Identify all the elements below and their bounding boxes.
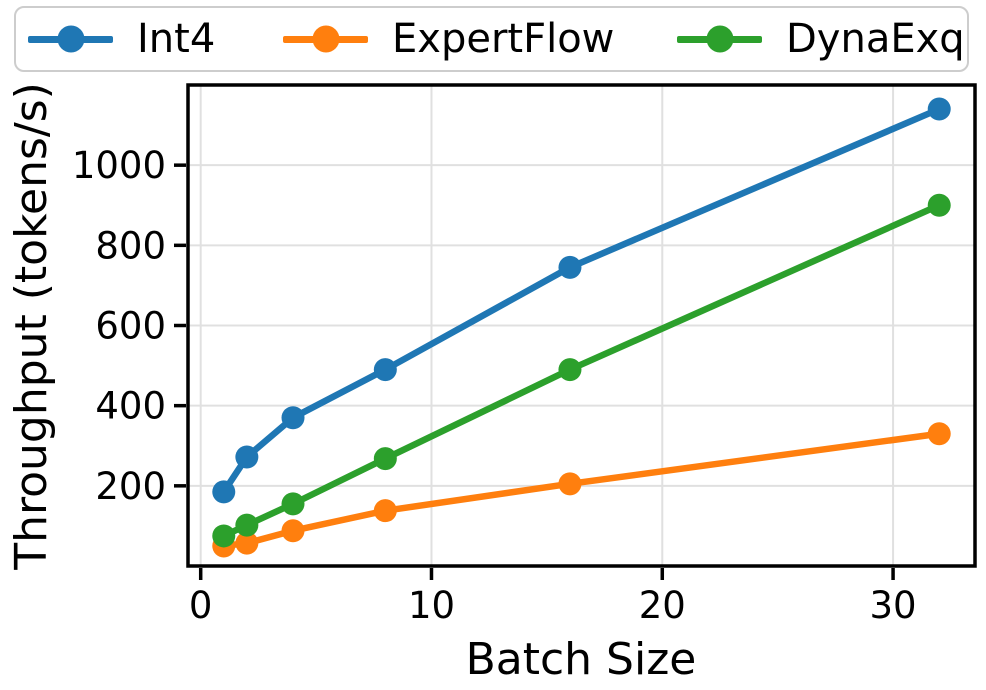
legend-label-int4: Int4 (137, 16, 216, 62)
legend: Int4 ExpertFlow DynaExq (14, 6, 969, 72)
y-tick-label: 400 (95, 385, 166, 428)
data-point-int4 (373, 358, 397, 382)
data-point-dynaexq (927, 193, 951, 217)
legend-line-sample-dynaexq (677, 25, 762, 53)
legend-label-dynaexq: DynaExq (786, 16, 965, 62)
data-point-expertflow (373, 499, 397, 523)
y-tick-label: 600 (95, 305, 166, 348)
data-point-int4 (558, 255, 582, 279)
data-point-expertflow (235, 531, 259, 555)
y-tick-label: 200 (95, 465, 166, 508)
x-axis-label: Batch Size (466, 634, 697, 685)
data-point-dynaexq (235, 513, 259, 537)
x-tick-label: 20 (639, 584, 686, 627)
data-point-expertflow (927, 422, 951, 446)
data-point-int4 (212, 480, 236, 504)
y-tick-label: 800 (95, 224, 166, 267)
legend-item-int4: Int4 (28, 8, 215, 70)
x-tick-label: 0 (189, 584, 213, 627)
data-point-int4 (927, 97, 951, 121)
x-tick-label: 30 (870, 584, 917, 627)
data-point-dynaexq (558, 358, 582, 382)
legend-label-expertflow: ExpertFlow (392, 16, 615, 62)
data-point-expertflow (281, 519, 305, 543)
plot-border (186, 83, 977, 568)
legend-item-dynaexq: DynaExq (677, 8, 965, 70)
legend-line-sample-expertflow (283, 25, 368, 53)
x-tick-label: 10 (408, 584, 455, 627)
y-tick-label: 1000 (72, 144, 166, 187)
legend-marker-expertflow (312, 25, 339, 53)
legend-marker-dynaexq (706, 25, 733, 53)
y-axis-label: Throughput (tokens/s) (6, 82, 57, 571)
data-point-int4 (235, 445, 259, 469)
legend-marker-int4 (57, 25, 84, 53)
data-point-int4 (281, 406, 305, 430)
series-line-expertflow (220, 430, 943, 550)
data-point-dynaexq (281, 492, 305, 516)
legend-item-expertflow: ExpertFlow (283, 8, 614, 70)
data-point-dynaexq (373, 447, 397, 471)
data-point-expertflow (558, 472, 582, 496)
data-point-dynaexq (212, 524, 236, 548)
series-line-int4 (220, 105, 943, 496)
legend-line-sample-int4 (28, 25, 113, 53)
